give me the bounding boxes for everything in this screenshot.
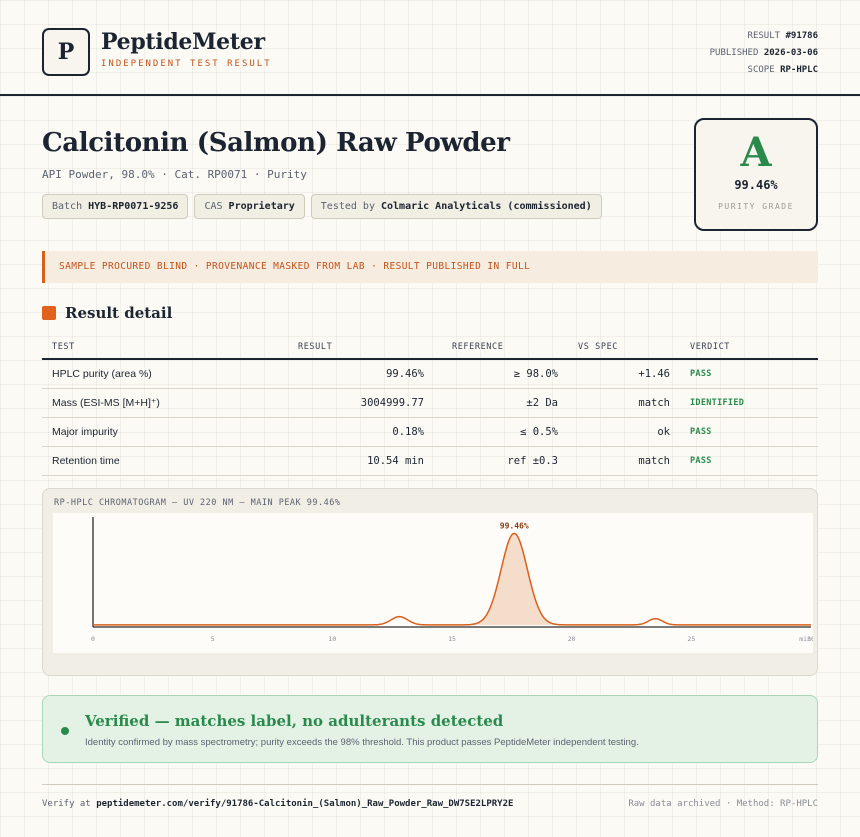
x-tick-label: 5: [211, 635, 215, 643]
brand-tagline: INDEPENDENT TEST RESULT: [101, 59, 272, 69]
chromatogram-panel: RP-HPLC CHROMATOGRAM — UV 220 NM — MAIN …: [42, 488, 818, 676]
x-tick-label: 0: [91, 635, 95, 643]
x-tick-label: 30: [807, 635, 813, 643]
col-header-result: RESULT: [232, 338, 434, 360]
cell-reference: ≤ 0.5%: [434, 417, 568, 447]
table-row: Major impurity 0.18% ≤ 0.5% ok PASS: [42, 417, 818, 447]
cell-reference: ≥ 98.0%: [434, 359, 568, 389]
result-id-line: RESULT #91786: [710, 28, 818, 45]
cell-verdict: PASS: [680, 446, 818, 476]
col-header-test: TEST: [42, 338, 232, 360]
batch-value: HYB-RP0071-9256: [88, 201, 179, 212]
cell-verdict: PASS: [680, 359, 818, 389]
table-header-row: TEST RESULT REFERENCE VS SPEC VERDICT: [42, 338, 818, 360]
product-title: Calcitonin (Salmon) Raw Powder: [42, 128, 510, 158]
scope-line: SCOPE RP-HPLC: [710, 62, 818, 79]
verified-body: Identity confirmed by mass spectrometry;…: [85, 737, 639, 748]
col-header-reference: REFERENCE: [434, 338, 568, 360]
cell-test: Mass (ESI-MS [M+H]⁺): [42, 388, 232, 418]
footer-divider: [42, 784, 818, 785]
published-date: 2026-03-06: [763, 48, 818, 58]
cas-value: Proprietary: [228, 201, 295, 212]
cell-result: 99.46%: [232, 359, 434, 389]
cas-label: CAS: [204, 201, 223, 212]
brand-name: PeptideMeter: [101, 29, 265, 55]
table-row: Mass (ESI-MS [M+H]⁺) 3004999.77 ±2 Da ma…: [42, 388, 818, 418]
result-id-value: #91786: [785, 31, 818, 41]
section-title: Result detail: [65, 304, 173, 322]
scope-value: RP-HPLC: [780, 65, 818, 75]
x-tick-label: 25: [687, 635, 695, 643]
verify-link[interactable]: peptidemeter.com/verify/91786-Calcitonin…: [96, 799, 514, 809]
cas-chip: CAS Proprietary: [194, 194, 305, 219]
header-divider: [0, 94, 860, 96]
cell-reference: ±2 Da: [434, 388, 568, 418]
table-row: Retention time 10.54 min ref ±0.3 match …: [42, 446, 818, 476]
cell-vs-spec: ok: [568, 417, 680, 447]
cell-vs-spec: match: [568, 446, 680, 476]
table-row: HPLC purity (area %) 99.46% ≥ 98.0% +1.4…: [42, 359, 818, 389]
cell-test: Retention time: [42, 446, 232, 476]
cell-reference: ref ±0.3: [434, 446, 568, 476]
blind-sample-notice: SAMPLE PROCURED BLIND · PROVENANCE MASKE…: [42, 251, 818, 283]
verify-line: Verify at peptidemeter.com/verify/91786-…: [42, 799, 513, 809]
purity-grade-card: A 99.46% PURITY GRADE: [694, 118, 818, 231]
verify-prefix: Verify at: [42, 799, 91, 809]
chromatogram-plot-area: 99.46% 0 5 10 15 20 25 30 min: [53, 513, 815, 653]
result-meta: RESULT #91786 PUBLISHED 2026-03-06 SCOPE…: [710, 28, 818, 79]
cell-result: 3004999.77: [232, 388, 434, 418]
published-label: PUBLISHED: [709, 48, 759, 58]
cell-verdict: PASS: [680, 417, 818, 447]
verified-banner: Verified — matches label, no adulterants…: [42, 695, 818, 763]
grade-letter: A: [740, 129, 772, 176]
cell-test: HPLC purity (area %): [42, 359, 232, 389]
verified-title: Verified — matches label, no adulterants…: [85, 712, 504, 730]
results-table: TEST RESULT REFERENCE VS SPEC VERDICT HP…: [42, 338, 818, 476]
col-header-vs-spec: VS SPEC: [568, 338, 680, 360]
batch-chip: Batch HYB-RP0071-9256: [42, 194, 189, 219]
brand-logo: P: [42, 28, 90, 76]
cell-result: 10.54 min: [232, 446, 434, 476]
batch-label: Batch: [52, 201, 83, 212]
cell-vs-spec: +1.46: [568, 359, 680, 389]
chromatogram-title: RP-HPLC CHROMATOGRAM — UV 220 NM — MAIN …: [54, 498, 341, 508]
x-tick-label: 20: [568, 635, 576, 643]
chromatogram-trace: [93, 532, 811, 626]
tested-by-value: Colmaric Analyticals (commissioned): [381, 201, 592, 212]
main-peak-label: 99.46%: [500, 521, 529, 530]
published-line: PUBLISHED 2026-03-06: [710, 45, 818, 62]
product-subtitle: API Powder, 98.0% · Cat. RP0071 · Purity: [42, 168, 307, 181]
archive-note: Raw data archived · Method: RP-HPLC: [628, 799, 818, 809]
cell-vs-spec: match: [568, 388, 680, 418]
x-axis-unit-label: min: [799, 635, 811, 643]
tested-by-label: Tested by: [320, 201, 375, 212]
section-marker-icon: [42, 306, 56, 320]
cell-result: 0.18%: [232, 417, 434, 447]
cell-test: Major impurity: [42, 417, 232, 447]
x-tick-label: 15: [448, 635, 456, 643]
main-peak-fill: [472, 533, 557, 625]
x-tick-label: 10: [328, 635, 336, 643]
col-header-verdict: VERDICT: [680, 338, 818, 360]
tested-by-chip: Tested by Colmaric Analyticals (commissi…: [310, 194, 602, 219]
cell-verdict: IDENTIFIED: [680, 388, 818, 418]
product-chips: Batch HYB-RP0071-9256 CAS Proprietary Te…: [42, 194, 602, 219]
grade-label: PURITY GRADE: [718, 202, 794, 211]
result-id-label: RESULT: [747, 31, 781, 41]
grade-percent: 99.46%: [734, 178, 778, 192]
scope-label: SCOPE: [747, 65, 775, 75]
verified-dot-icon: [61, 727, 69, 735]
